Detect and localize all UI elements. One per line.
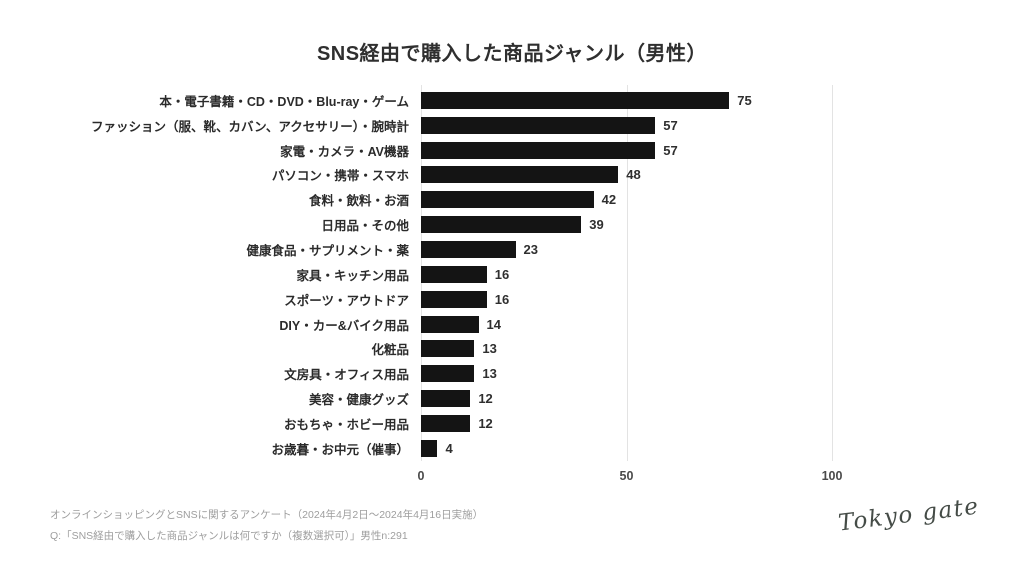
- x-tick-label: 100: [821, 469, 843, 483]
- bar-track: 57: [421, 138, 832, 163]
- value-label: 42: [601, 192, 617, 208]
- bar-track: 13: [421, 361, 832, 386]
- bar-track: 4: [421, 436, 832, 461]
- value-label: 13: [482, 366, 497, 382]
- bar: [421, 240, 516, 258]
- bar-track: 48: [421, 163, 832, 188]
- value-label: 23: [523, 241, 538, 257]
- value-label: 4: [445, 440, 453, 456]
- bar: [421, 166, 619, 184]
- category-label: 家具・キッチン用品: [296, 268, 409, 283]
- bar-row: 家具・キッチン用品 16: [0, 262, 1024, 287]
- bar: [421, 390, 471, 408]
- bar-row: スポーツ・アウトドア 16: [0, 287, 1024, 312]
- x-tick-label: 0: [417, 469, 425, 483]
- x-axis: 0 50 100: [417, 469, 843, 487]
- bar-track: 16: [421, 287, 832, 312]
- category-label: 化粧品: [371, 343, 409, 358]
- bar: [421, 141, 656, 159]
- bar-row: DIY・カー&バイク用品 14: [0, 312, 1024, 337]
- bar-row: おもちゃ・ホビー用品 12: [0, 411, 1024, 436]
- category-label: 日用品・その他: [321, 219, 409, 234]
- bar: [421, 414, 471, 432]
- bar: [421, 216, 582, 234]
- bar-track: 12: [421, 386, 832, 411]
- bar-row: 化粧品 13: [0, 336, 1024, 361]
- gridline: [832, 85, 833, 461]
- bar-row: 家電・カメラ・AV機器 57: [0, 138, 1024, 163]
- bar-row: 文房具・オフィス用品 13: [0, 361, 1024, 386]
- category-label: DIY・カー&バイク用品: [279, 318, 409, 333]
- value-label: 39: [589, 217, 604, 233]
- category-label: おもちゃ・ホビー用品: [283, 417, 409, 432]
- bar-track: 57: [421, 113, 832, 138]
- value-label: 13: [482, 341, 497, 357]
- bar-row: 本・電子書籍・CD・DVD・Blu-ray・ゲーム 75: [0, 88, 1024, 113]
- category-label: ファッション（服、靴、カバン、アクセサリー）・腕時計: [90, 119, 409, 134]
- bar-row: ファッション（服、靴、カバン、アクセサリー）・腕時計 57: [0, 113, 1024, 138]
- value-label: 57: [663, 117, 678, 133]
- tokyo-gate-logo: Tokyo gate: [837, 493, 982, 537]
- bar-row: 健康食品・サプリメント・薬 23: [0, 237, 1024, 262]
- bar-rows: 本・電子書籍・CD・DVD・Blu-ray・ゲーム 75 ファッション（服、靴、カバ…: [0, 88, 1024, 461]
- bar-track: 23: [421, 237, 832, 262]
- bar: [421, 191, 594, 209]
- bar: [421, 91, 730, 109]
- value-label: 12: [478, 391, 493, 407]
- value-label: 16: [494, 266, 510, 282]
- category-label: 健康食品・サプリメント・薬: [246, 243, 409, 258]
- category-label: 美容・健康グッズ: [308, 393, 409, 408]
- bar-row: 食料・飲料・お酒 42: [0, 187, 1024, 212]
- bar-row: パソコン・携帯・スマホ 48: [0, 163, 1024, 188]
- x-tick-label: 50: [619, 469, 634, 483]
- value-label: 57: [663, 142, 678, 158]
- category-label: お歳暮・お中元（催事）: [271, 442, 409, 457]
- bar-track: 12: [421, 411, 832, 436]
- bar: [421, 290, 487, 308]
- bar-track: 14: [421, 312, 832, 337]
- bar-track: 75: [421, 88, 832, 113]
- bar: [421, 315, 479, 333]
- value-label: 12: [478, 415, 493, 431]
- chart-title: SNS経由で購入した商品ジャンル（男性）: [316, 43, 708, 65]
- survey-question-line: Q:「SNS経由で購入した商品ジャンルは何ですか（複数選択可）」男性n:291: [50, 530, 408, 542]
- category-label: 本・電子書籍・CD・DVD・Blu-ray・ゲーム: [159, 94, 409, 109]
- survey-source-line: オンラインショッピングとSNSに関するアンケート（2024年4月2日～2024年…: [50, 509, 484, 521]
- value-label: 75: [737, 92, 752, 108]
- bar: [421, 340, 475, 358]
- category-label: 食料・飲料・お酒: [308, 194, 409, 209]
- bar-row: 美容・健康グッズ 12: [0, 386, 1024, 411]
- category-label: パソコン・携帯・スマホ: [271, 169, 409, 184]
- bar-row: 日用品・その他 39: [0, 212, 1024, 237]
- source-note: オンラインショッピングとSNSに関するアンケート（2024年4月2日～2024年…: [50, 505, 483, 547]
- bar-row: お歳暮・お中元（催事） 4: [0, 436, 1024, 461]
- bar: [421, 365, 475, 383]
- value-label: 16: [494, 291, 510, 307]
- bar: [421, 265, 487, 283]
- bar-track: 13: [421, 336, 832, 361]
- bar-track: 42: [421, 187, 832, 212]
- category-label: 家電・カメラ・AV機器: [280, 144, 409, 159]
- value-label: 14: [486, 316, 501, 332]
- category-label: 文房具・オフィス用品: [284, 368, 409, 383]
- bar-track: 16: [421, 262, 832, 287]
- bar: [421, 116, 656, 134]
- category-label: スポーツ・アウトドア: [284, 293, 409, 308]
- gridline: [626, 85, 628, 461]
- bar: [421, 439, 438, 457]
- bar-track: 39: [421, 212, 832, 237]
- value-label: 48: [626, 167, 641, 183]
